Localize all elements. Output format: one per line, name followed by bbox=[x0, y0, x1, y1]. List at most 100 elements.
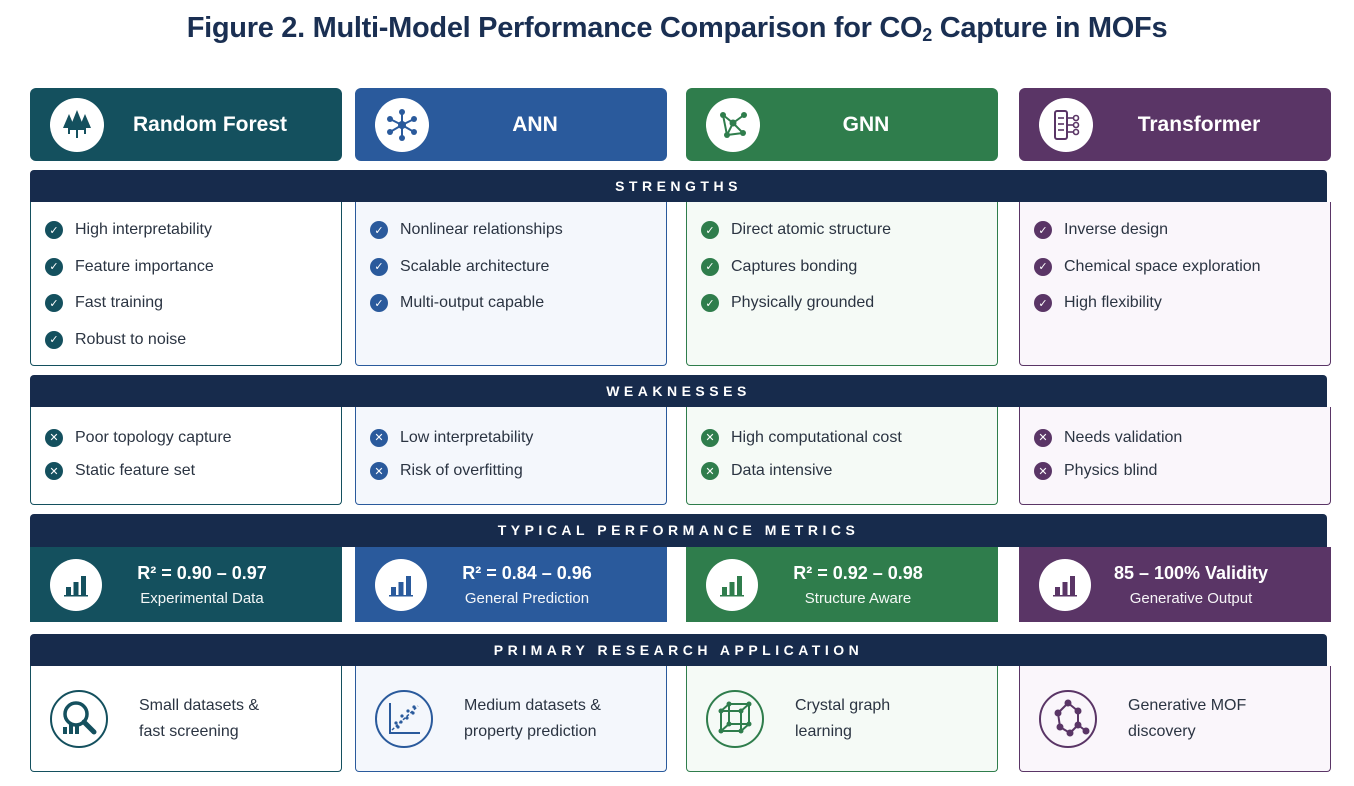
header-gnn: GNN bbox=[686, 88, 998, 161]
section-strengths: STRENGTHS bbox=[30, 170, 1327, 202]
cross-icon: ✕ bbox=[701, 428, 719, 447]
check-icon: ✓ bbox=[1034, 221, 1052, 240]
graph-icon bbox=[706, 97, 760, 152]
strengths-list: ✓ Nonlinear relationships ✓ Scalable archit… bbox=[356, 202, 666, 322]
metric-text: R² = 0.92 – 0.98 Structure Aware bbox=[758, 563, 998, 607]
strengths-card: ✓ Nonlinear relationships ✓ Scalable archit… bbox=[355, 202, 667, 366]
strengths-card: ✓ High interpretability ✓ Feature importanc… bbox=[30, 202, 342, 366]
strength-text: Fast training bbox=[75, 294, 164, 312]
figure-title: Figure 2. Multi-Model Performance Compar… bbox=[186, 12, 1168, 45]
metric-tile: R² = 0.92 – 0.98 Structure Aware bbox=[686, 547, 998, 622]
weaknesse-item: ✕ Needs validation bbox=[1034, 421, 1330, 455]
model-name: Transformer bbox=[1137, 112, 1261, 136]
weaknesses-list: ✕ Low interpretability ✕ Risk of overfittin… bbox=[356, 407, 666, 488]
strengths-list: ✓ High interpretability ✓ Feature importanc… bbox=[31, 202, 341, 358]
weaknesse-text: Data intensive bbox=[731, 462, 833, 480]
application-card: Crystal graph learning bbox=[686, 666, 998, 772]
section-metrics: TYPICAL PERFORMANCE METRICS bbox=[30, 514, 1327, 547]
weaknesses-card: ✕ Poor topology capture ✕ Static feature se… bbox=[30, 407, 342, 505]
weaknesse-item: ✕ Poor topology capture bbox=[45, 421, 341, 455]
weaknesses-list: ✕ Poor topology capture ✕ Static feature se… bbox=[31, 407, 341, 488]
application-line: fast screening bbox=[139, 722, 239, 740]
strengths-list: ✓ Direct atomic structure ✓ Captures bondin… bbox=[687, 202, 997, 322]
weaknesse-item: ✕ Risk of overfitting bbox=[370, 455, 666, 489]
weaknesse-text: Low interpretability bbox=[400, 428, 534, 446]
weaknesses-card: ✕ Needs validation ✕ Physics blind bbox=[1019, 407, 1331, 505]
cross-icon: ✕ bbox=[45, 428, 63, 447]
strength-text: Inverse design bbox=[1064, 221, 1169, 239]
strength-item: ✓ Captures bonding bbox=[701, 249, 997, 286]
strength-item: ✓ Multi-output capable bbox=[370, 285, 666, 322]
metric-value: R² = 0.84 – 0.96 bbox=[462, 562, 592, 583]
header-transformer: Transformer bbox=[1019, 88, 1331, 161]
strength-text: High interpretability bbox=[75, 221, 212, 239]
weaknesse-item: ✕ High computational cost bbox=[701, 421, 997, 455]
strengths-card: ✓ Direct atomic structure ✓ Captures bondin… bbox=[686, 202, 998, 366]
strength-text: Nonlinear relationships bbox=[400, 221, 563, 239]
model-name: Random Forest bbox=[132, 112, 287, 136]
weaknesse-text: Risk of overfitting bbox=[400, 462, 523, 480]
magnifier-chart-icon bbox=[49, 689, 109, 749]
check-icon: ✓ bbox=[45, 330, 63, 349]
check-icon: ✓ bbox=[370, 294, 388, 313]
application-text: Generative MOF discovery bbox=[1128, 693, 1246, 745]
application-card: Generative MOF discovery bbox=[1019, 666, 1331, 772]
check-icon: ✓ bbox=[1034, 257, 1052, 276]
strengths-list: ✓ Inverse design ✓ Chemical space explorati… bbox=[1020, 202, 1330, 322]
application-line: Generative MOF bbox=[1128, 696, 1247, 714]
application-line: property prediction bbox=[464, 722, 597, 740]
weaknesses-list: ✕ Needs validation ✕ Physics blind bbox=[1020, 407, 1330, 488]
strength-text: Scalable architecture bbox=[400, 257, 550, 275]
crystal-cube-icon bbox=[705, 689, 765, 749]
metric-label: Experimental Data bbox=[140, 589, 264, 607]
strength-item: ✓ Scalable architecture bbox=[370, 249, 666, 286]
weaknesses-card: ✕ Low interpretability ✕ Risk of overfittin… bbox=[355, 407, 667, 505]
metric-tile: R² = 0.84 – 0.96 General Prediction bbox=[355, 547, 667, 622]
metric-value: 85 – 100% Validity bbox=[1113, 562, 1269, 583]
metric-value: R² = 0.90 – 0.97 bbox=[137, 562, 267, 583]
bar-chart-icon bbox=[375, 558, 427, 611]
application-text: Crystal graph learning bbox=[795, 693, 890, 745]
strength-item: ✓ Direct atomic structure bbox=[701, 212, 997, 249]
cross-icon: ✕ bbox=[1034, 428, 1052, 447]
application-line: Crystal graph bbox=[795, 696, 891, 714]
header-random-forest: Random Forest bbox=[30, 88, 342, 161]
metric-text: 85 – 100% Validity Generative Output bbox=[1091, 563, 1331, 607]
metric-label: General Prediction bbox=[464, 589, 590, 607]
check-icon: ✓ bbox=[370, 221, 388, 240]
application-card: Medium datasets & property prediction bbox=[355, 666, 667, 772]
weaknesses-card: ✕ High computational cost ✕ Data intensive bbox=[686, 407, 998, 505]
metric-text: R² = 0.84 – 0.96 General Prediction bbox=[427, 563, 667, 607]
molecule-icon bbox=[1038, 689, 1098, 749]
strength-item: ✓ Fast training bbox=[45, 285, 341, 322]
strength-item: ✓ High interpretability bbox=[45, 212, 341, 249]
strength-text: Direct atomic structure bbox=[731, 221, 892, 239]
transformer-icon bbox=[1039, 97, 1093, 152]
check-icon: ✓ bbox=[701, 294, 719, 313]
check-icon: ✓ bbox=[701, 221, 719, 240]
check-icon: ✓ bbox=[701, 257, 719, 276]
metric-tile: 85 – 100% Validity Generative Output bbox=[1019, 547, 1331, 622]
weaknesse-text: Poor topology capture bbox=[75, 428, 232, 446]
strengths-card: ✓ Inverse design ✓ Chemical space explorati… bbox=[1019, 202, 1331, 366]
strength-item: ✓ Physically grounded bbox=[701, 285, 997, 322]
check-icon: ✓ bbox=[1034, 294, 1052, 313]
application-line: learning bbox=[795, 722, 852, 740]
cross-icon: ✕ bbox=[370, 428, 388, 447]
section-weaknesses: WEAKNESSES bbox=[30, 375, 1327, 407]
weaknesse-item: ✕ Data intensive bbox=[701, 455, 997, 489]
model-name: GNN bbox=[842, 112, 890, 136]
application-line: discovery bbox=[1128, 722, 1196, 740]
weaknesse-text: Needs validation bbox=[1064, 428, 1183, 446]
application-card: Small datasets & fast screening bbox=[30, 666, 342, 772]
weaknesse-text: Physics blind bbox=[1064, 462, 1158, 480]
strength-item: ✓ Chemical space exploration bbox=[1034, 249, 1330, 286]
section-application: PRIMARY RESEARCH APPLICATION bbox=[30, 634, 1327, 666]
bar-chart-icon bbox=[50, 558, 102, 611]
check-icon: ✓ bbox=[45, 257, 63, 276]
model-name: ANN bbox=[512, 112, 558, 136]
cross-icon: ✕ bbox=[370, 462, 388, 481]
strength-item: ✓ Inverse design bbox=[1034, 212, 1330, 249]
trees-icon bbox=[50, 97, 104, 152]
strength-text: High flexibility bbox=[1064, 294, 1162, 312]
